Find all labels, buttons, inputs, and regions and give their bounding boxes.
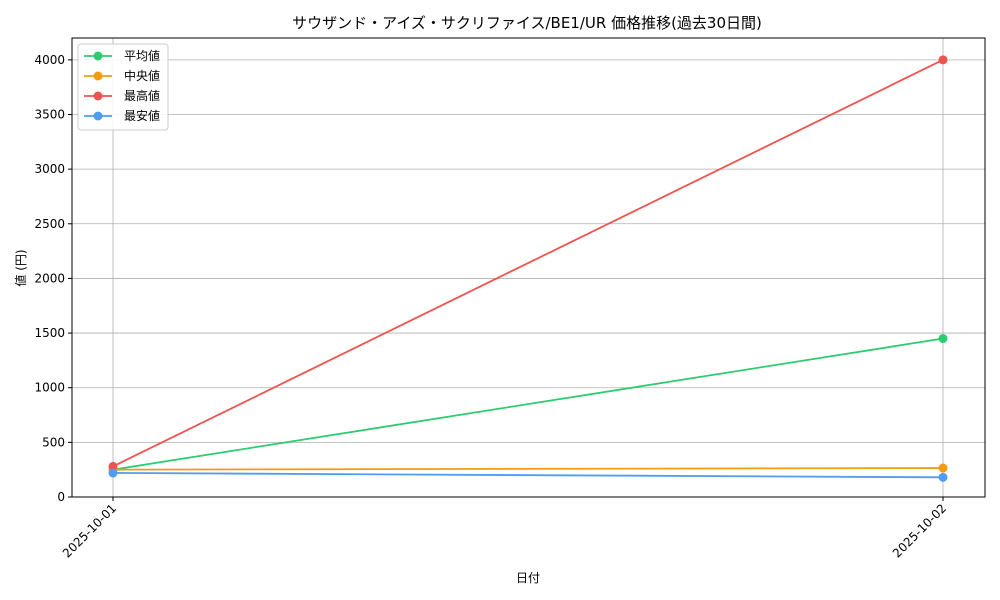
- legend-swatch-marker: [93, 71, 103, 81]
- legend-item: 平均値: [84, 48, 160, 63]
- x-tick-label: 2025-10-02: [890, 501, 949, 560]
- legend-item: 最安値: [84, 108, 160, 123]
- y-tick-label: 2500: [34, 217, 65, 231]
- y-tick-label: 1000: [34, 381, 65, 395]
- data-point: [938, 55, 948, 65]
- series-line: [112, 467, 944, 471]
- y-tick-label: 0: [57, 490, 65, 504]
- legend-label: 平均値: [124, 48, 160, 63]
- y-tick-label: 4000: [34, 53, 65, 67]
- x-axis-label: 日付: [516, 571, 540, 585]
- legend-label: 最安値: [124, 108, 160, 123]
- y-tick-label: 2000: [34, 271, 65, 285]
- axes: 0 500 1000 1500 2000 2500 3000 3500 4000 2025-10-…: [34, 53, 949, 561]
- data-point: [938, 463, 948, 473]
- series-line: [112, 59, 944, 468]
- y-tick-label: 1500: [34, 326, 65, 340]
- legend-swatch-marker: [93, 91, 103, 101]
- y-tick-label: 3000: [34, 162, 65, 176]
- y-tick-label: 500: [42, 435, 65, 449]
- series-line: [112, 472, 944, 479]
- legend-box: [77, 43, 169, 131]
- y-axis-label: 値 (円): [13, 249, 28, 286]
- grid: [72, 38, 985, 498]
- y-tick-label: 3500: [34, 108, 65, 122]
- series-3: [108, 55, 948, 471]
- x-tick-label: 2025-10-01: [60, 501, 119, 560]
- legend-item: 中央値: [84, 68, 160, 83]
- data-point: [938, 472, 948, 482]
- legend-item: 最高値: [84, 88, 160, 103]
- series-line: [112, 337, 944, 471]
- chart-title: サウザンド・アイズ・サクリファイス/BE1/UR 価格推移(過去30日間): [292, 14, 762, 32]
- series-layer: [108, 55, 948, 482]
- legend-swatch-marker: [93, 111, 103, 121]
- data-point: [108, 461, 118, 471]
- data-point: [938, 334, 948, 344]
- series-2: [108, 463, 948, 475]
- legend-swatch-marker: [93, 51, 103, 61]
- legend-label: 中央値: [124, 68, 160, 83]
- series-4: [108, 468, 948, 482]
- data-point: [108, 468, 118, 478]
- series-1: [108, 334, 948, 475]
- plot-frame: [71, 37, 986, 498]
- legend-label: 最高値: [124, 88, 160, 103]
